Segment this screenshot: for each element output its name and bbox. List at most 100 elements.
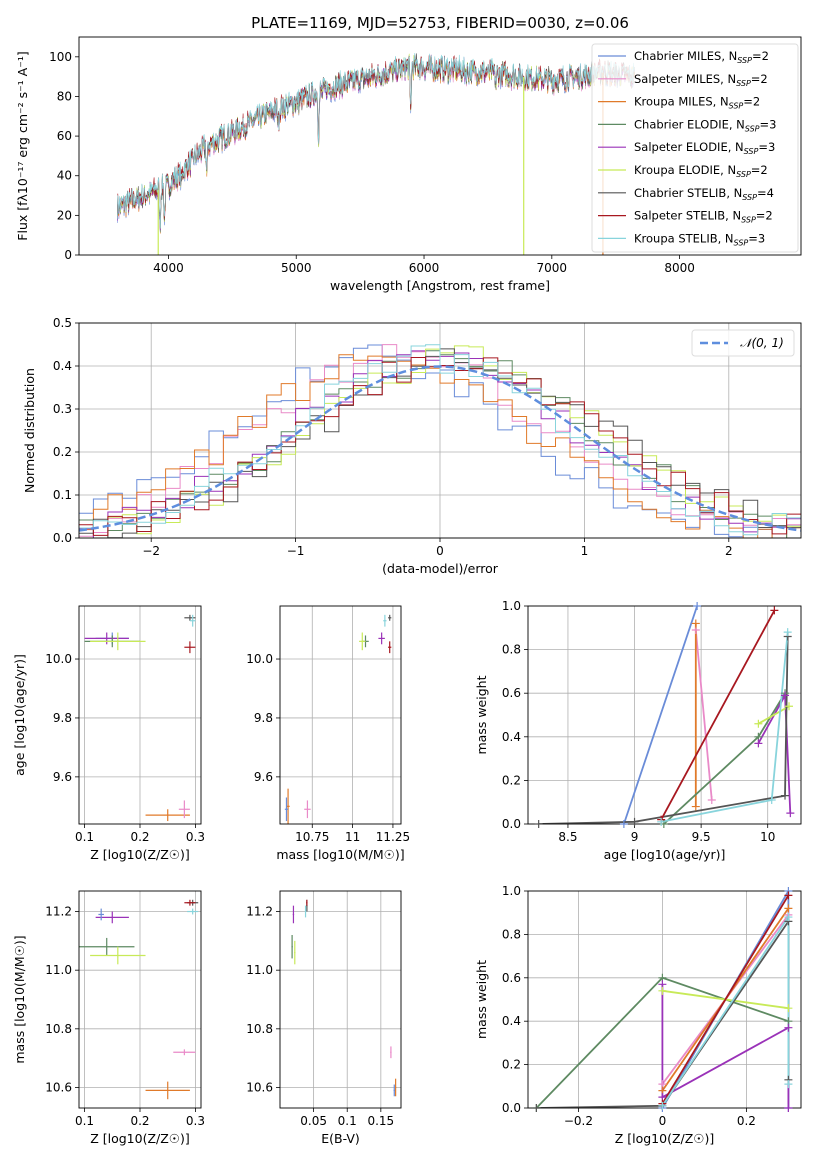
y-tick-label: 10.8 <box>246 1022 273 1036</box>
axes-frame <box>78 36 802 256</box>
weight-marker <box>784 1023 793 1032</box>
x-axis-label: wavelength [Angstrom, rest frame] <box>330 278 550 293</box>
weight-marker <box>767 796 776 805</box>
axes-frame <box>279 890 402 1109</box>
y-tick-label: 0 <box>64 248 72 262</box>
legend-entry: Salpeter ELODIE, NSSP=3 <box>634 140 775 156</box>
x-tick-label: 0.2 <box>130 830 149 844</box>
y-tick-label: 9.6 <box>53 770 72 784</box>
y-tick-label: 0.1 <box>53 488 72 502</box>
spectrum-line <box>117 52 635 229</box>
x-tick-label: 9.5 <box>692 830 711 844</box>
weight-line <box>661 984 790 1108</box>
weight-marker <box>619 820 628 828</box>
weight-marker <box>784 1004 793 1013</box>
weight-marker <box>784 1080 793 1089</box>
plot-area-weight_vs_age <box>538 606 792 824</box>
weight-line <box>661 914 790 1107</box>
weight-marker <box>707 796 716 805</box>
weight-marker <box>658 986 667 995</box>
weight-line <box>661 632 789 823</box>
y-axis-label: mass weight <box>474 675 489 754</box>
panel-weight_vs_Z: −0.2 0 0.2 0.0 0.2 0.4 0.6 0.8 1.0 Z [log10(Z/Z☉)… <box>474 884 802 1146</box>
x-tick-label: 0 <box>436 544 444 558</box>
x-tick-label: 11.25 <box>376 830 410 844</box>
y-tick-label: 10.8 <box>45 1022 72 1036</box>
plot-area-spectrum <box>117 52 635 255</box>
x-tick-label: 0.1 <box>338 1114 357 1128</box>
x-axis-label: (data-model)/error <box>382 561 499 576</box>
x-tick-label: 0.3 <box>186 1114 205 1128</box>
weight-marker <box>532 1104 541 1112</box>
legend-entry: Chabrier MILES, NSSP=2 <box>634 49 769 65</box>
y-tick-label: 0.6 <box>502 686 521 700</box>
plot-area-age_vs_Z <box>84 614 196 822</box>
panel-age_vs_Z: 0.1 0.2 0.3 9.6 9.8 10.0 Z [log10(Z/Z☉)] age [l… <box>12 605 205 862</box>
plot-area-age_vs_mass <box>284 614 392 824</box>
y-tick-label: 0.2 <box>502 1058 521 1072</box>
x-axis-label: mass [log10(M/M☉)] <box>276 847 404 862</box>
weight-marker <box>784 891 793 900</box>
axes-frame <box>78 890 202 1109</box>
weight-line <box>661 894 790 1105</box>
y-tick-label: 10.0 <box>45 652 72 666</box>
plot-area-mass_vs_Z <box>79 899 199 1100</box>
x-axis-label: age [log10(age/yr)] <box>604 847 726 862</box>
y-axis-label: Normed distribution <box>22 368 37 493</box>
x-tick-label: 0.3 <box>186 830 205 844</box>
y-tick-label: 11.2 <box>246 905 273 919</box>
spectrum-legend: Chabrier MILES, NSSP=2 Salpeter MILES, NS… <box>591 43 799 253</box>
x-tick-label: 6000 <box>409 261 440 275</box>
weight-marker <box>784 904 793 913</box>
weight-line <box>694 629 713 801</box>
legend-frame <box>591 43 799 253</box>
y-tick-label: 0.4 <box>53 359 72 373</box>
x-tick-label: −2 <box>142 544 160 558</box>
y-tick-label: 10.0 <box>246 652 273 666</box>
x-tick-label: 8.5 <box>558 830 577 844</box>
weight-marker <box>657 817 666 826</box>
y-tick-label: 0.4 <box>502 730 521 744</box>
x-axis-label: E(B-V) <box>321 1131 360 1146</box>
weight-line <box>663 692 786 824</box>
legend-frame <box>691 329 795 357</box>
weight-marker <box>658 1101 667 1110</box>
x-tick-label: −1 <box>287 544 305 558</box>
weight-marker <box>786 809 795 818</box>
y-tick-label: 11.0 <box>45 963 72 977</box>
legend-entry: Salpeter STELIB, NSSP=2 <box>634 209 773 225</box>
x-tick-label: 1 <box>581 544 589 558</box>
y-tick-label: 0.8 <box>502 643 521 657</box>
y-tick-label: 0.0 <box>502 817 521 831</box>
plot-area-mass_vs_EBV <box>291 899 397 1097</box>
y-tick-label: 0.8 <box>502 927 521 941</box>
y-axis-label: mass [log10(M/M☉)] <box>12 935 27 1063</box>
x-tick-label: 9 <box>631 830 639 844</box>
x-tick-label: 5000 <box>281 261 312 275</box>
x-tick-label: −0.2 <box>564 1114 593 1128</box>
weight-marker <box>783 628 792 637</box>
y-tick-label: 80 <box>57 89 72 103</box>
axes-frame <box>279 605 402 825</box>
y-tick-label: 60 <box>57 129 72 143</box>
legend-entry: Kroupa STELIB, NSSP=3 <box>634 231 765 247</box>
panel-residuals: −2 −1 0 1 2 0.0 0.1 0.2 0.3 0.4 0.5 (data-model)/er… <box>22 316 802 576</box>
y-tick-label: 0.3 <box>53 402 72 416</box>
x-tick-label: 0 <box>659 1114 667 1128</box>
weight-marker <box>785 702 794 711</box>
x-axis-label: Z [log10(Z/Z☉)] <box>90 847 190 862</box>
weight-marker <box>691 802 700 811</box>
panel-weight_vs_age: 8.5 9 9.5 10 0.0 0.2 0.4 0.6 0.8 1.0 age [log10(ag… <box>474 599 802 862</box>
y-tick-label: 10.6 <box>246 1080 273 1094</box>
weight-line <box>538 636 789 824</box>
y-tick-label: 1.0 <box>502 884 521 898</box>
x-axis-label: Z [log10(Z/Z☉)] <box>90 1131 190 1146</box>
y-tick-label: 100 <box>49 50 72 64</box>
weight-marker <box>784 1104 793 1112</box>
panel-mass_vs_EBV: 0.05 0.1 0.15 10.6 10.8 11.0 11.2 E(B-V) <box>246 890 402 1146</box>
legend-entry: Chabrier STELIB, NSSP=4 <box>634 186 774 202</box>
panel-spectrum: 4000 5000 6000 7000 8000 0 20 40 60 80 100 waveleng… <box>15 36 802 293</box>
x-tick-label: 0.05 <box>300 1114 327 1128</box>
x-tick-label: 0.2 <box>737 1114 756 1128</box>
y-tick-label: 0.0 <box>53 531 72 545</box>
